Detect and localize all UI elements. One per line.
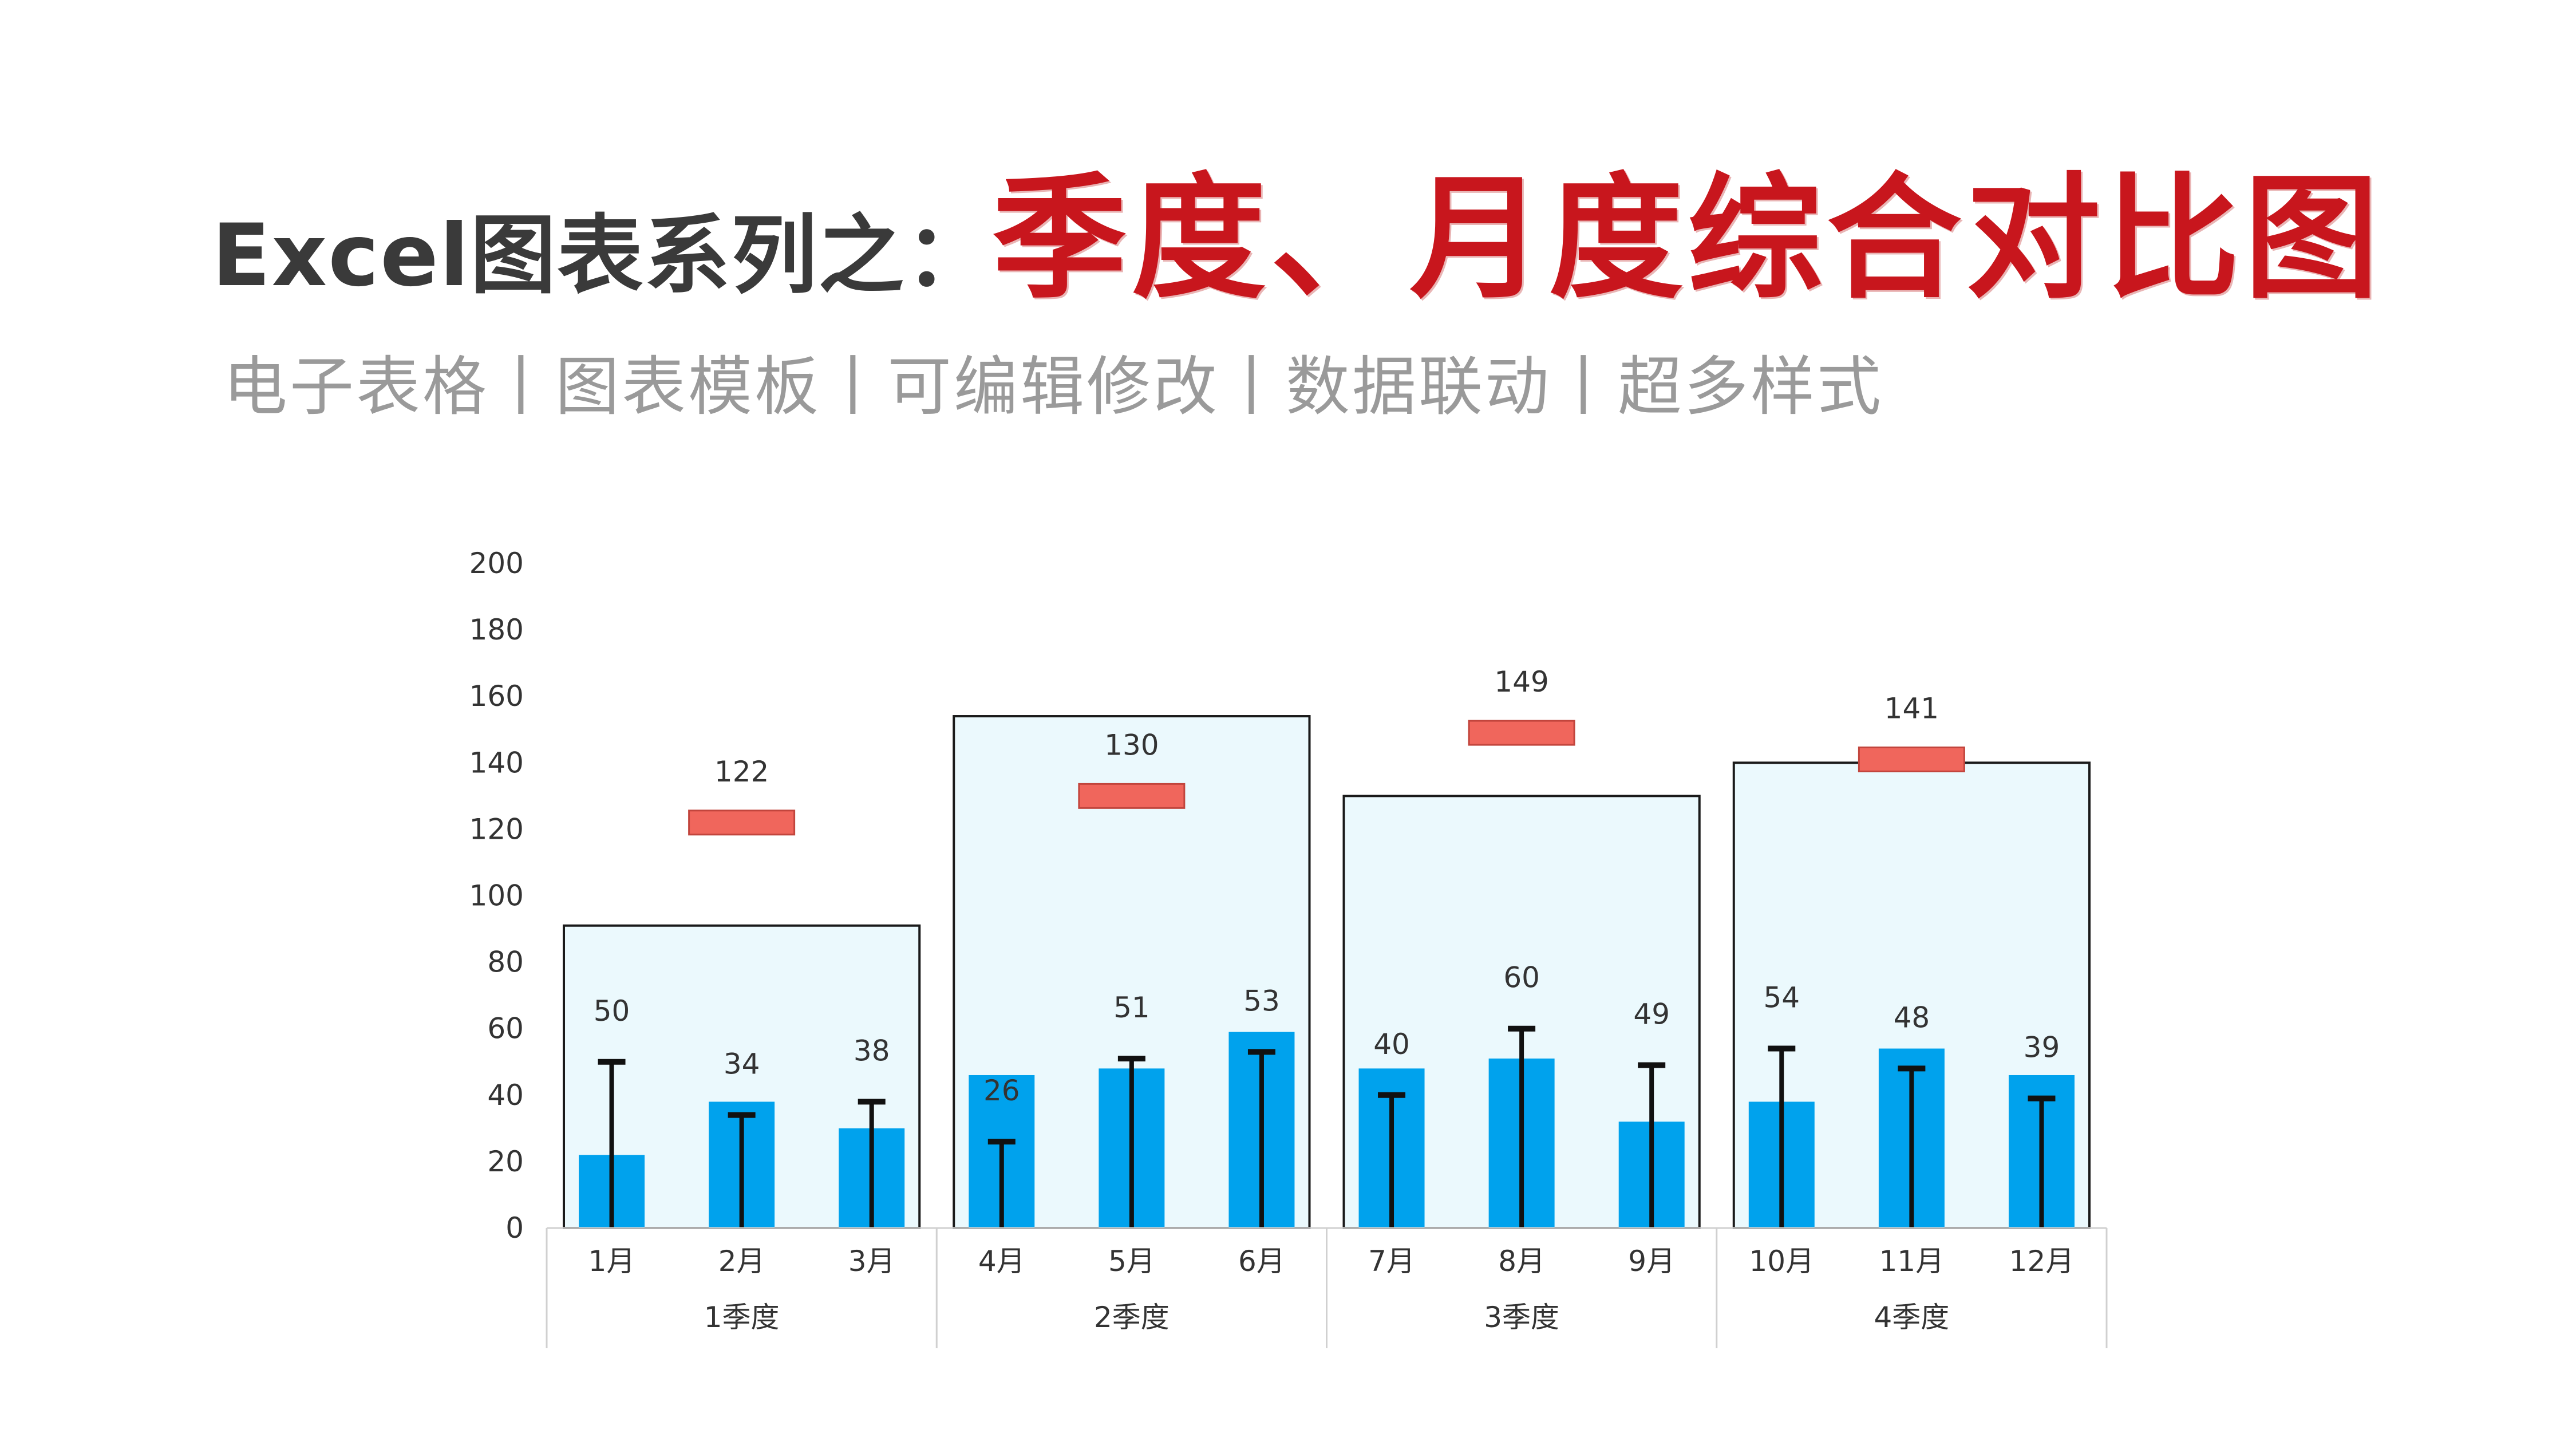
group-label: 2季度 bbox=[1094, 1301, 1170, 1334]
quarter-marker-label: 141 bbox=[1884, 692, 1939, 725]
x-tick-label: 9月 bbox=[1628, 1245, 1675, 1278]
x-tick-label: 11月 bbox=[1879, 1245, 1945, 1278]
page-subtitle: 电子表格丨图表模板丨可编辑修改丨数据联动丨超多样式 bbox=[223, 350, 1883, 424]
quarter-marker bbox=[1858, 746, 1965, 772]
x-tick-label: 3月 bbox=[848, 1245, 895, 1278]
data-label: 49 bbox=[1633, 998, 1670, 1031]
data-label: 40 bbox=[1373, 1028, 1410, 1061]
page-title: Excel图表系列之： 季度、月度综合对比图 bbox=[212, 129, 2383, 324]
y-tick-label: 140 bbox=[469, 746, 524, 779]
quarter-marker-label: 130 bbox=[1104, 728, 1159, 761]
y-tick-label: 20 bbox=[487, 1145, 524, 1178]
data-label: 53 bbox=[1243, 984, 1280, 1017]
x-tick-label: 4月 bbox=[978, 1245, 1025, 1278]
y-tick-label: 160 bbox=[469, 680, 524, 713]
group-label: 1季度 bbox=[704, 1301, 780, 1334]
quarter-marker-label: 122 bbox=[714, 755, 769, 788]
x-tick-label: 7月 bbox=[1368, 1245, 1415, 1278]
x-tick-label: 5月 bbox=[1108, 1245, 1155, 1278]
data-label: 39 bbox=[2024, 1031, 2060, 1064]
data-label: 54 bbox=[1763, 981, 1800, 1014]
quarter-marker bbox=[1468, 720, 1575, 746]
data-label: 51 bbox=[1113, 991, 1150, 1024]
data-label: 50 bbox=[594, 994, 630, 1028]
quarter-marker bbox=[688, 810, 796, 836]
data-label: 48 bbox=[1894, 1001, 1930, 1034]
x-tick-label: 2月 bbox=[718, 1245, 765, 1278]
y-tick-label: 80 bbox=[487, 946, 524, 979]
group-label: 3季度 bbox=[1484, 1301, 1559, 1334]
y-tick-label: 200 bbox=[469, 547, 524, 580]
y-tick-label: 100 bbox=[469, 879, 524, 913]
quarter-marker-label: 149 bbox=[1494, 665, 1548, 698]
x-tick-label: 8月 bbox=[1498, 1245, 1545, 1278]
group-label: 4季度 bbox=[1874, 1301, 1949, 1334]
y-tick-label: 60 bbox=[487, 1012, 524, 1045]
x-tick-label: 10月 bbox=[1749, 1245, 1814, 1278]
data-label: 38 bbox=[854, 1034, 890, 1067]
data-label: 34 bbox=[724, 1048, 760, 1081]
y-tick-label: 40 bbox=[487, 1079, 524, 1112]
data-label: 60 bbox=[1503, 961, 1540, 994]
y-tick-label: 180 bbox=[469, 613, 524, 646]
quarter-marker bbox=[1078, 783, 1186, 809]
y-tick-label: 120 bbox=[469, 812, 524, 846]
data-label: 26 bbox=[983, 1074, 1020, 1107]
y-tick-label: 0 bbox=[505, 1211, 524, 1245]
title-prefix: Excel图表系列之： bbox=[212, 206, 993, 306]
title-main: 季度、月度综合对比图 bbox=[992, 161, 2384, 317]
x-tick-label: 1月 bbox=[588, 1245, 635, 1278]
x-tick-label: 6月 bbox=[1238, 1245, 1285, 1278]
x-tick-label: 12月 bbox=[2009, 1245, 2075, 1278]
